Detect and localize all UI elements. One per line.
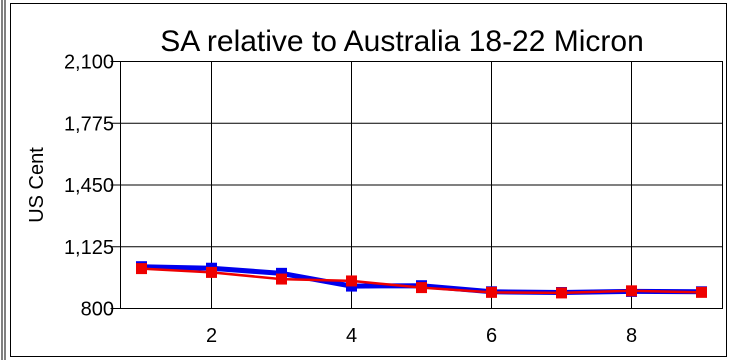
chart-title: SA relative to Australia 18-22 Micron bbox=[160, 25, 644, 58]
data-point bbox=[276, 273, 287, 285]
y-tick-label: 1,125 bbox=[64, 237, 114, 259]
y-tick-label: 2,100 bbox=[64, 52, 114, 74]
series-group bbox=[136, 261, 707, 299]
y-axis-label: US Cent bbox=[26, 147, 48, 223]
chart-border bbox=[10, 3, 727, 357]
tick-labels: 2 4 6 8 800 1,125 1,450 1,775 2,100 bbox=[64, 52, 637, 348]
data-point bbox=[136, 263, 147, 275]
data-point bbox=[626, 285, 637, 297]
data-point bbox=[556, 287, 567, 299]
plot-area-border bbox=[120, 61, 723, 309]
data-point bbox=[276, 267, 287, 279]
y-tick-label: 1,450 bbox=[64, 175, 114, 197]
data-point bbox=[206, 266, 217, 278]
data-point bbox=[696, 286, 707, 298]
x-tick-label: 4 bbox=[346, 325, 357, 347]
data-point bbox=[416, 282, 427, 294]
data-point bbox=[486, 286, 497, 298]
y-tick-label: 1,775 bbox=[64, 113, 114, 135]
x-tick-label: 8 bbox=[626, 325, 637, 347]
y-tick-label: 800 bbox=[81, 299, 114, 321]
x-tick-label: 6 bbox=[486, 325, 497, 347]
x-tick-label: 2 bbox=[206, 325, 217, 347]
data-point bbox=[346, 275, 357, 287]
